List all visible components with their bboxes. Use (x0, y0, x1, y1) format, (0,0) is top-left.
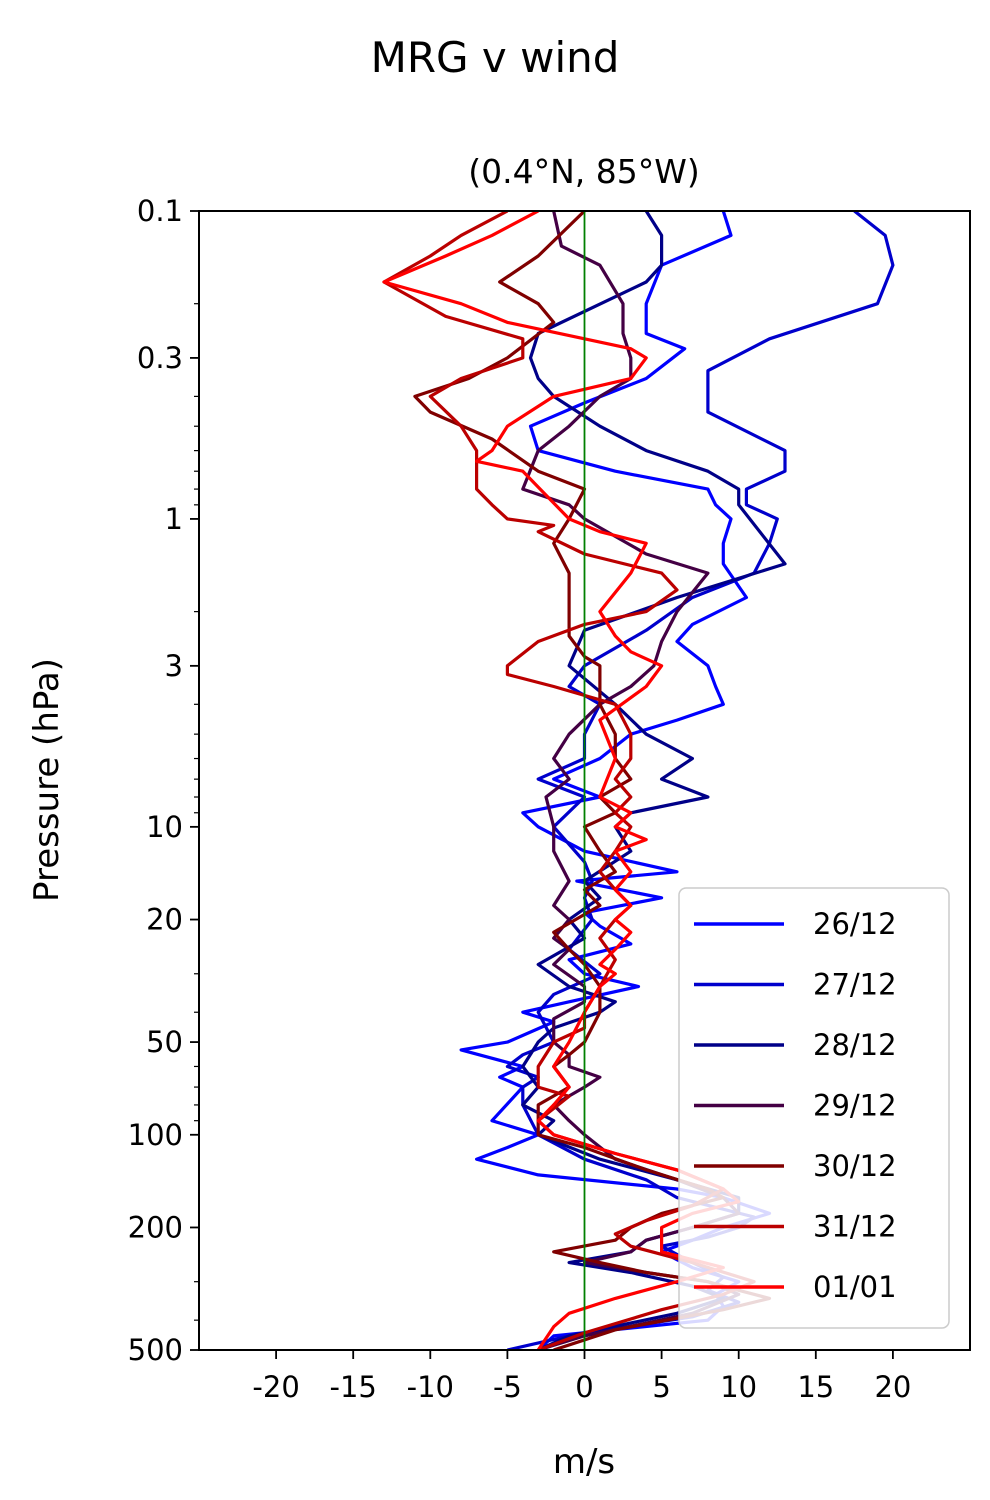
y-tick-label: 20 (146, 903, 183, 937)
x-tick-label: -5 (493, 1370, 522, 1404)
y-tick-label: 0.3 (137, 341, 183, 375)
x-tick-label: 20 (874, 1370, 911, 1404)
y-axis: 0.1 0.3 1 3 10 20 50 100 200 500 (128, 194, 199, 1367)
y-tick-label: 200 (128, 1210, 183, 1244)
x-tick-label: -15 (330, 1370, 377, 1404)
y-tick-label: 100 (128, 1118, 183, 1152)
y-tick-label: 10 (146, 810, 183, 844)
x-tick-label: -20 (252, 1370, 299, 1404)
y-tick-label: 50 (146, 1025, 183, 1059)
chart-title: MRG v wind (371, 33, 620, 82)
legend-label: 27/12 (813, 968, 897, 1002)
y-tick-label: 3 (165, 649, 183, 683)
x-tick-label: 5 (652, 1370, 670, 1404)
x-axis-label: m/s (553, 1442, 615, 1482)
chart-subtitle: (0.4°N, 85°W) (468, 152, 700, 191)
legend-label: 01/01 (813, 1270, 897, 1304)
x-axis: -20 -15 -10 -5 0 5 10 15 20 (252, 1350, 911, 1404)
legend: 26/12 27/12 28/12 29/12 30/12 31/12 01/01 (678, 887, 950, 1329)
x-tick-label: -10 (407, 1370, 454, 1404)
legend-label: 26/12 (813, 907, 897, 941)
legend-label: 31/12 (813, 1210, 897, 1244)
x-tick-label: 15 (797, 1370, 834, 1404)
y-axis-label: Pressure (hPa) (27, 658, 67, 902)
y-tick-label: 0.1 (137, 194, 183, 228)
x-tick-label: 0 (575, 1370, 593, 1404)
y-tick-label: 500 (128, 1333, 183, 1367)
y-tick-label: 1 (165, 502, 183, 536)
legend-label: 30/12 (813, 1149, 897, 1183)
x-tick-label: 10 (720, 1370, 757, 1404)
legend-label: 29/12 (813, 1089, 897, 1123)
legend-box (678, 887, 950, 1329)
legend-label: 28/12 (813, 1028, 897, 1062)
